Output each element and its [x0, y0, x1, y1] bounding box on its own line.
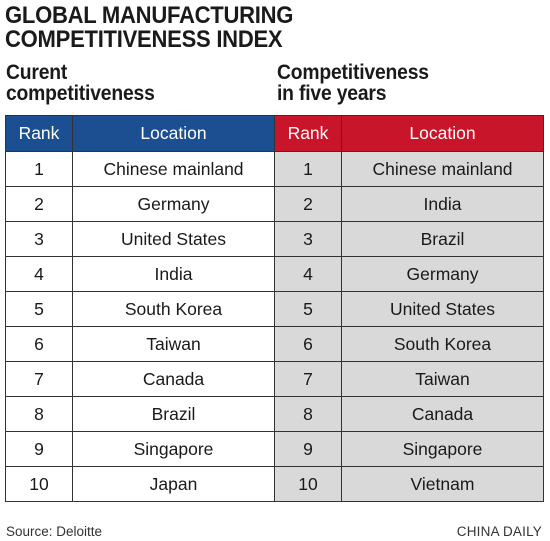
rank-cell: 10	[274, 466, 342, 502]
table-row: 7 Canada	[5, 361, 275, 397]
location-cell: Taiwan	[72, 326, 275, 362]
infographic-title: GLOBAL MANUFACTURING COMPETITIVENESS IND…	[5, 2, 491, 53]
rank-cell: 8	[5, 396, 73, 432]
location-cell: Brazil	[341, 221, 544, 257]
location-cell: Vietnam	[341, 466, 544, 502]
location-cell: Chinese mainland	[341, 151, 544, 187]
rank-cell: 1	[274, 151, 342, 187]
rank-cell: 4	[274, 256, 342, 292]
table-row: 4 India	[5, 256, 275, 292]
location-cell: South Korea	[341, 326, 544, 362]
current-competitiveness-heading: Curent competitiveness	[6, 62, 155, 104]
rank-column-header: Rank	[274, 115, 342, 152]
rank-cell: 9	[274, 431, 342, 467]
rank-cell: 9	[5, 431, 73, 467]
table-row: 8 Brazil	[5, 396, 275, 432]
location-cell: Canada	[72, 361, 275, 397]
location-cell: United States	[72, 221, 275, 257]
table-row: 7 Taiwan	[274, 361, 544, 397]
rank-cell: 8	[274, 396, 342, 432]
table-row: 2 India	[274, 186, 544, 222]
location-cell: Brazil	[72, 396, 275, 432]
location-cell: South Korea	[72, 291, 275, 327]
rank-cell: 5	[274, 291, 342, 327]
location-cell: India	[341, 186, 544, 222]
rank-cell: 5	[5, 291, 73, 327]
right-heading-line-1: Competitiveness	[277, 61, 429, 84]
location-cell: Chinese mainland	[72, 151, 275, 187]
location-cell: India	[72, 256, 275, 292]
table-row: 9 Singapore	[274, 431, 544, 467]
title-line-1: GLOBAL MANUFACTURING	[5, 2, 294, 29]
rank-cell: 4	[5, 256, 73, 292]
table-row: 5 South Korea	[5, 291, 275, 327]
rank-column-header: Rank	[5, 115, 73, 152]
location-column-header: Location	[341, 115, 544, 152]
rank-cell: 6	[274, 326, 342, 362]
table-row: 3 United States	[5, 221, 275, 257]
location-column-header: Location	[72, 115, 275, 152]
table-row: 8 Canada	[274, 396, 544, 432]
table-row: 5 United States	[274, 291, 544, 327]
right-heading-line-2: in five years	[277, 82, 387, 105]
rank-cell: 3	[5, 221, 73, 257]
future-competitiveness-heading: Competitiveness in five years	[277, 62, 429, 104]
location-cell: Japan	[72, 466, 275, 502]
location-cell: Taiwan	[341, 361, 544, 397]
table-header-row: Rank Location	[5, 115, 275, 152]
table-row: 9 Singapore	[5, 431, 275, 467]
source-note: Source: Deloitte	[6, 524, 103, 539]
rank-cell: 2	[5, 186, 73, 222]
table-row: 3 Brazil	[274, 221, 544, 257]
table-row: 6 South Korea	[274, 326, 544, 362]
current-ranking-table: Rank Location 1 Chinese mainland 2 Germany 3…	[5, 115, 275, 502]
table-row: 1 Chinese mainland	[274, 151, 544, 187]
rank-cell: 1	[5, 151, 73, 187]
left-heading-line-2: competitiveness	[6, 82, 155, 105]
location-cell: Singapore	[72, 431, 275, 467]
location-cell: Germany	[72, 186, 275, 222]
rank-cell: 2	[274, 186, 342, 222]
table-row: 1 Chinese mainland	[5, 151, 275, 187]
location-cell: United States	[341, 291, 544, 327]
location-cell: Germany	[341, 256, 544, 292]
rank-cell: 6	[5, 326, 73, 362]
rank-cell: 7	[5, 361, 73, 397]
location-cell: Singapore	[341, 431, 544, 467]
rank-cell: 7	[274, 361, 342, 397]
table-row: 2 Germany	[5, 186, 275, 222]
table-row: 10 Vietnam	[274, 466, 544, 502]
table-header-row: Rank Location	[274, 115, 544, 152]
rank-cell: 10	[5, 466, 73, 502]
location-cell: Canada	[341, 396, 544, 432]
title-line-2: COMPETITIVENESS INDEX	[5, 26, 283, 53]
table-row: 10 Japan	[5, 466, 275, 502]
table-row: 6 Taiwan	[5, 326, 275, 362]
rank-cell: 3	[274, 221, 342, 257]
left-heading-line-1: Curent	[6, 61, 68, 84]
table-row: 4 Germany	[274, 256, 544, 292]
publisher-credit: CHINA DAILY	[456, 524, 542, 539]
future-ranking-table: Rank Location 1 Chinese mainland 2 India 3 Br…	[274, 115, 544, 502]
